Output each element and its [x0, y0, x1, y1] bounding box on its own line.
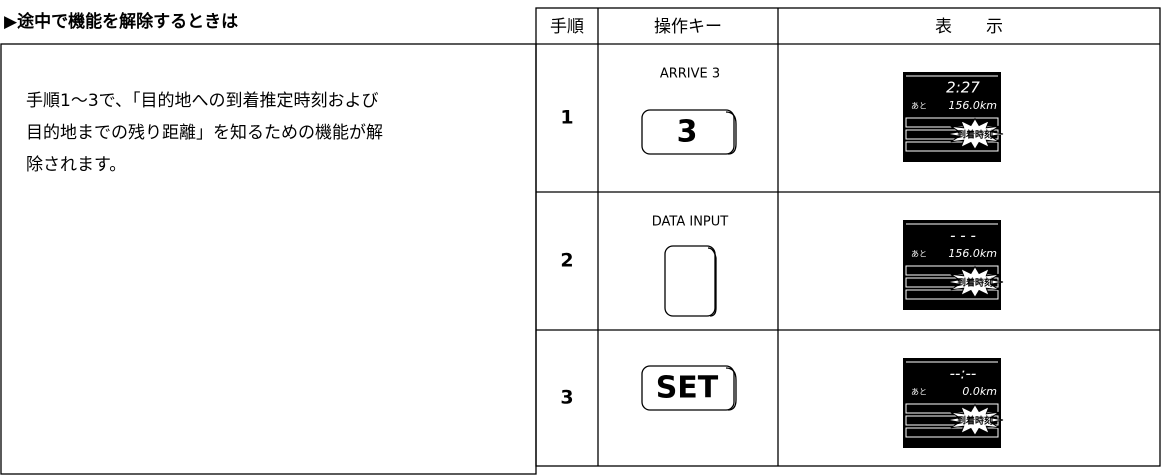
table-frame: [535, 7, 1161, 467]
display-badge: 到着時刻: [957, 129, 993, 141]
display-screen: [903, 220, 1001, 310]
key-label: ARRIVE 3: [660, 67, 720, 82]
step-number: 2: [560, 250, 573, 272]
badge-burst: [946, 403, 1004, 437]
display-prefix: あと: [911, 388, 927, 397]
badge-burst: [946, 265, 1004, 299]
description-line: 目的地までの残り距離」を知るための機能が解: [26, 123, 383, 143]
display-prefix: あと: [911, 102, 927, 111]
display-main: 2:27: [946, 79, 980, 97]
display-main: --:--: [950, 365, 977, 383]
display-badge: 到着時刻: [957, 277, 993, 289]
key-side: [725, 367, 737, 411]
key: [641, 365, 735, 411]
key-label: DATA INPUT: [652, 215, 729, 230]
key-side: [707, 247, 717, 317]
key-text: 3: [677, 115, 698, 150]
step-number: 3: [560, 387, 573, 409]
step-number: 1: [560, 107, 573, 129]
display-badge: 到着時刻: [957, 415, 993, 427]
display-distance: 156.0km: [948, 247, 997, 260]
key-text: SET: [656, 371, 719, 406]
display-main: - - -: [950, 227, 976, 245]
heading: ▶途中で機能を解除するときは: [4, 11, 238, 32]
description-line: 除されます。: [26, 155, 126, 175]
display-prefix: あと: [911, 250, 927, 259]
display-screen: [903, 72, 1001, 162]
column-header: 手順: [550, 17, 584, 37]
description-line: 手順1～3で、「目的地への到着推定時刻および: [26, 91, 378, 111]
display-distance: 0.0km: [962, 385, 997, 398]
column-header: 表 示: [935, 17, 1003, 37]
display-distance: 156.0km: [948, 99, 997, 112]
key-side: [725, 111, 737, 155]
column-header: 操作キー: [654, 17, 722, 37]
badge-burst: [946, 117, 1004, 151]
key: [641, 109, 735, 155]
key: [664, 245, 716, 317]
display-screen: [903, 358, 1001, 448]
